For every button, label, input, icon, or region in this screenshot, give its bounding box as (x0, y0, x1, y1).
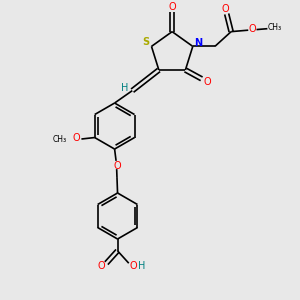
Text: O: O (72, 133, 80, 143)
Text: CH₃: CH₃ (268, 23, 282, 32)
Text: O: O (221, 4, 229, 14)
Text: CH₃: CH₃ (53, 134, 67, 143)
Text: H: H (138, 261, 146, 271)
Text: S: S (142, 37, 150, 47)
Text: N: N (194, 38, 202, 48)
Text: H: H (121, 83, 129, 93)
Text: O: O (97, 261, 105, 271)
Text: O: O (249, 24, 256, 34)
Text: O: O (203, 77, 211, 87)
Text: O: O (129, 261, 137, 271)
Text: O: O (113, 161, 121, 171)
Text: O: O (168, 2, 176, 12)
